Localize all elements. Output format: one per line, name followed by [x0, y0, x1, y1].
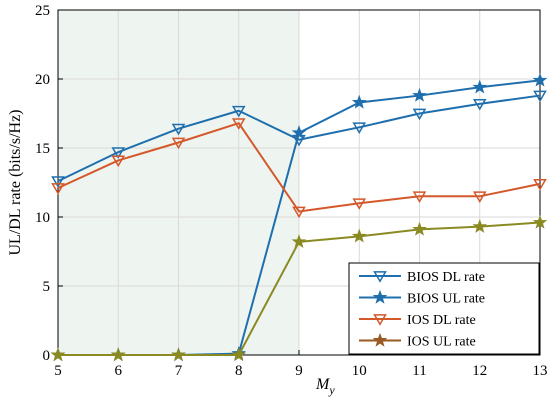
legend-marker: [373, 314, 387, 326]
data-point: [412, 221, 427, 236]
x-tick-label: 13: [533, 363, 548, 379]
data-point: [412, 87, 427, 102]
x-tick-label: 8: [235, 363, 243, 379]
y-tick-label: 20: [35, 72, 50, 88]
data-point: [110, 347, 126, 362]
data-point: [412, 108, 427, 121]
y-tick-label: 0: [43, 348, 51, 364]
y-tick-label: 25: [35, 3, 50, 19]
x-tick-label: 11: [412, 363, 426, 379]
y-tick-label: 10: [35, 210, 50, 226]
data-point: [231, 118, 246, 130]
legend: BIOS DL rate BIOS UL rate IOS DL rate IOS U…: [348, 262, 540, 355]
data-point: [532, 214, 548, 229]
data-point: [111, 155, 126, 168]
legend-entry: IOS DL rate: [359, 313, 476, 328]
x-tick-label: 5: [54, 363, 62, 379]
data-point: [412, 191, 427, 204]
legend-label: BIOS UL rate: [407, 292, 485, 307]
series-2: [51, 118, 547, 219]
data-point: [533, 90, 547, 103]
data-point: [291, 234, 307, 249]
legend-entry: IOS UL rate: [359, 332, 476, 350]
legend-marker: [372, 332, 388, 347]
data-point: [472, 219, 488, 233]
legend-label: BIOS DL rate: [407, 270, 485, 285]
y-tick-label: 5: [43, 279, 51, 295]
data-point: [533, 179, 547, 191]
data-point: [472, 191, 487, 204]
x-axis-label-main: M: [315, 376, 331, 393]
legend-entry: BIOS UL rate: [359, 289, 485, 307]
y-tick-label: 15: [35, 141, 50, 157]
series-layer: [50, 72, 548, 362]
data-point: [292, 206, 306, 219]
data-point: [532, 72, 548, 87]
y-axis-label: UL/DL rate (bits/s/Hz): [7, 109, 24, 255]
data-point: [50, 347, 66, 362]
data-point: [351, 94, 367, 109]
data-point: [111, 147, 126, 159]
series-3: [50, 214, 548, 362]
data-point: [472, 98, 487, 111]
data-point: [352, 122, 367, 135]
legend-box: [348, 262, 540, 355]
data-point: [51, 176, 65, 188]
series-line: [57, 94, 541, 183]
x-tick-label: 10: [352, 363, 367, 379]
x-tick-label: 7: [175, 363, 183, 379]
legend-label: IOS UL rate: [407, 335, 476, 350]
x-tick-label: 12: [472, 363, 487, 379]
data-point: [231, 347, 247, 362]
series-0: [51, 90, 547, 188]
legend-label: IOS DL rate: [407, 313, 476, 328]
data-point: [351, 228, 367, 243]
data-point: [171, 347, 186, 362]
x-axis-label-subscript: y: [328, 383, 335, 397]
data-point: [352, 198, 367, 210]
data-point: [291, 125, 307, 140]
x-tick-label: 9: [295, 363, 303, 379]
data-point: [51, 183, 65, 195]
x-tick-label: 6: [115, 363, 123, 379]
data-point: [171, 123, 186, 136]
x-axis-label: My: [315, 376, 335, 397]
data-point: [171, 137, 186, 150]
legend-entry: BIOS DL rate: [359, 270, 485, 285]
series-line: [57, 122, 541, 213]
legend-marker: [372, 289, 388, 304]
data-point: [231, 105, 246, 118]
data-point: [472, 79, 488, 94]
legend-marker: [373, 271, 387, 283]
